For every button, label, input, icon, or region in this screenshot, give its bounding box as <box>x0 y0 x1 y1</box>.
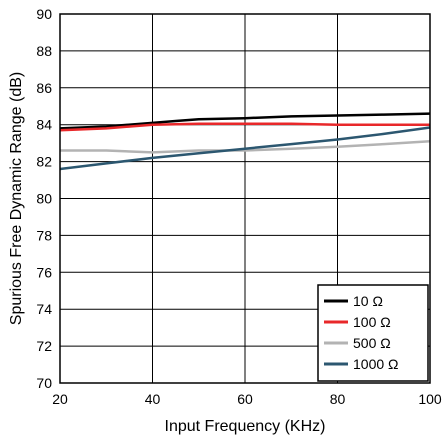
x-tick-label: 20 <box>52 391 68 407</box>
series-line-0 <box>59 112 431 130</box>
legend: 10 Ω 100 Ω 500 Ω 1000 Ω <box>317 284 429 382</box>
legend-label: 500 Ω <box>353 335 391 351</box>
y-axis-label: Spurious Free Dynamic Range (dB) <box>8 72 25 325</box>
legend-label: 10 Ω <box>353 293 383 309</box>
y-tick-label: 70 <box>36 375 52 391</box>
series-line-1 <box>59 122 430 132</box>
y-tick-label: 86 <box>36 80 52 96</box>
y-tick-label: 72 <box>36 338 52 354</box>
y-tick-label: 78 <box>36 227 52 243</box>
y-tick-label: 82 <box>36 154 52 170</box>
y-tick-label: 84 <box>36 117 52 133</box>
y-tick-label: 80 <box>36 191 52 207</box>
series-line-3 <box>59 126 431 171</box>
y-tick-label: 90 <box>36 6 52 22</box>
y-tick-label: 76 <box>36 264 52 280</box>
x-tick-label: 40 <box>145 391 161 407</box>
series-lines <box>59 112 431 171</box>
tick-labels: 20 40 60 80 100 70 72 74 76 78 80 82 84 86 88 90 <box>36 6 441 407</box>
plot-frame <box>59 13 431 384</box>
legend-label: 1000 Ω <box>353 356 399 372</box>
x-tick-label: 100 <box>418 391 442 407</box>
y-tick-label: 88 <box>36 43 52 59</box>
legend-label: 100 Ω <box>353 314 391 330</box>
y-tick-label: 74 <box>36 301 52 317</box>
series-line-2 <box>60 140 431 154</box>
x-tick-label: 80 <box>330 391 346 407</box>
x-tick-label: 60 <box>237 391 253 407</box>
x-axis-label: Input Frequency (KHz) <box>165 418 326 435</box>
